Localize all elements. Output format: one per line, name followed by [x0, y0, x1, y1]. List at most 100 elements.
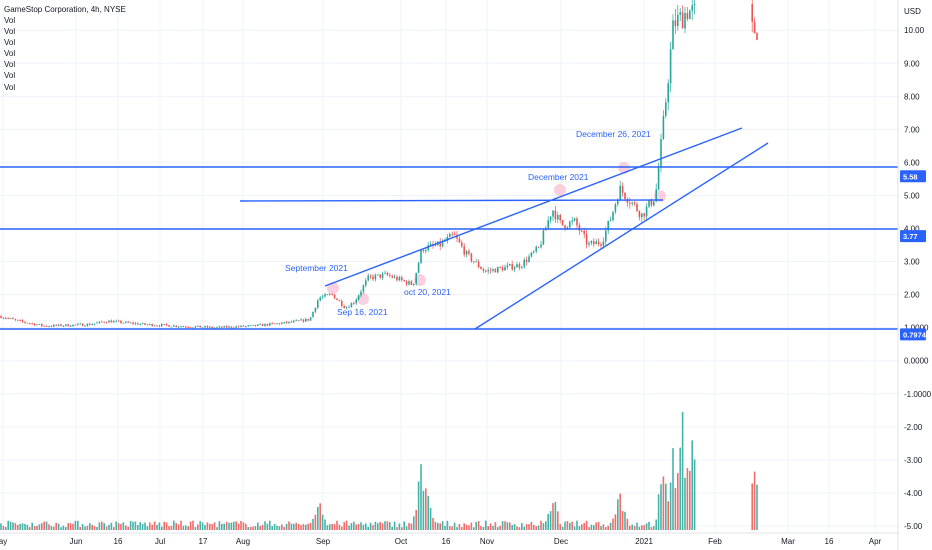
candle-body — [57, 324, 60, 326]
volume-bar — [669, 482, 672, 530]
volume-bar — [254, 526, 257, 530]
candle-body — [233, 327, 235, 329]
volume-bar — [444, 525, 446, 530]
currency-label: USD — [904, 7, 921, 16]
upper-channel-line[interactable] — [324, 127, 743, 287]
candle-body — [158, 325, 161, 327]
candle-body — [9, 318, 12, 319]
volume-bar — [403, 521, 405, 530]
volume-bar — [197, 524, 199, 530]
volume-bar — [168, 526, 170, 530]
time-axis[interactable]: ay Jun 16 Jul 17 Aug Sep Oct 16 Nov Dec 2021 Feb Mar 1… — [0, 532, 898, 546]
volume-bar — [257, 522, 259, 530]
candle-body — [485, 270, 487, 272]
volume-bar — [569, 522, 571, 530]
candle-body — [343, 305, 345, 309]
candle-body — [290, 321, 293, 323]
candle-body — [499, 266, 501, 268]
candle-body — [314, 307, 317, 312]
volume-bar — [77, 520, 79, 530]
volume-label-3: Vol — [4, 38, 15, 47]
candle-body — [125, 321, 127, 323]
candle-body — [245, 326, 247, 327]
volume-bar — [379, 521, 381, 530]
candle-body — [230, 326, 233, 328]
level-badge — [900, 170, 926, 183]
volume-bar — [117, 523, 120, 530]
candle-body — [45, 325, 48, 327]
volume-bar — [511, 525, 513, 530]
x-tick-label: Oct — [395, 537, 408, 546]
volume-bar — [432, 517, 434, 530]
candle-body — [501, 267, 504, 271]
candle-body — [89, 323, 91, 326]
candle-body — [134, 323, 137, 325]
volume-bar — [753, 471, 756, 530]
candle-body — [557, 215, 559, 220]
candle-body — [564, 225, 566, 229]
candle-body — [305, 318, 307, 322]
candle-body — [681, 12, 684, 29]
candle-body — [554, 210, 557, 220]
volume-bar — [525, 524, 528, 530]
candle-body — [2, 317, 5, 319]
price-axis[interactable]: USD 10.00 9.00 8.00 7.00 6.00 5.00 4.00 3.00 2.0… — [897, 0, 932, 550]
candle-body — [288, 321, 290, 324]
candle-body — [415, 272, 417, 284]
volume-bar — [499, 525, 501, 530]
volume-bar — [55, 522, 57, 530]
candle-body — [609, 220, 612, 221]
lower-channel-line[interactable] — [474, 142, 769, 330]
resistance-line[interactable] — [239, 199, 664, 202]
candle-body — [91, 324, 93, 326]
candle-body — [38, 324, 41, 325]
volume-label-1: Vol — [4, 16, 15, 25]
candle-body — [509, 263, 511, 266]
candle-body — [194, 326, 197, 328]
annotation-september-2021: September 2021 — [285, 263, 348, 273]
volume-bar — [271, 526, 273, 530]
candle-body — [355, 299, 357, 304]
candle-body — [72, 324, 74, 327]
volume-bar — [545, 521, 547, 530]
candle-body — [655, 189, 657, 202]
volume-bar — [281, 524, 283, 530]
candle-body — [235, 326, 237, 328]
horizontal-levels[interactable] — [0, 166, 898, 330]
candle-body — [691, 5, 693, 11]
candle-body — [182, 326, 185, 328]
y-tick-label: -3.00 — [904, 456, 923, 465]
volume-bar — [465, 524, 468, 530]
volume-label-6: Vol — [4, 71, 15, 80]
candle-body — [434, 245, 437, 247]
volume-bar — [127, 526, 129, 530]
volume-bar — [228, 522, 230, 530]
candle-body — [665, 102, 667, 116]
volume-bar — [225, 521, 228, 530]
volume-bar — [170, 525, 173, 530]
trend-lines[interactable] — [239, 127, 769, 330]
volume-bar — [249, 526, 252, 530]
candle-body — [626, 199, 629, 203]
candle-body — [117, 320, 120, 322]
volume-bar — [429, 507, 432, 530]
volume-label-7: Vol — [4, 83, 15, 92]
volume-bar — [494, 522, 497, 530]
candle-body — [463, 246, 465, 255]
candle-body — [168, 325, 170, 327]
volume-bar — [79, 526, 81, 530]
level-badge-label: 5.58 — [903, 172, 918, 181]
candle-body — [533, 251, 535, 253]
candle-body — [693, 3, 696, 6]
candle-body — [350, 303, 353, 308]
volume-bar — [269, 520, 271, 530]
candle-body — [422, 250, 425, 252]
candle-body — [29, 323, 31, 325]
y-tick-label: 4.00 — [904, 225, 920, 234]
candle-body — [453, 234, 456, 236]
candle-body — [636, 203, 638, 212]
candle-body — [494, 269, 497, 273]
volume-bar — [245, 523, 247, 530]
candle-body — [506, 265, 509, 267]
